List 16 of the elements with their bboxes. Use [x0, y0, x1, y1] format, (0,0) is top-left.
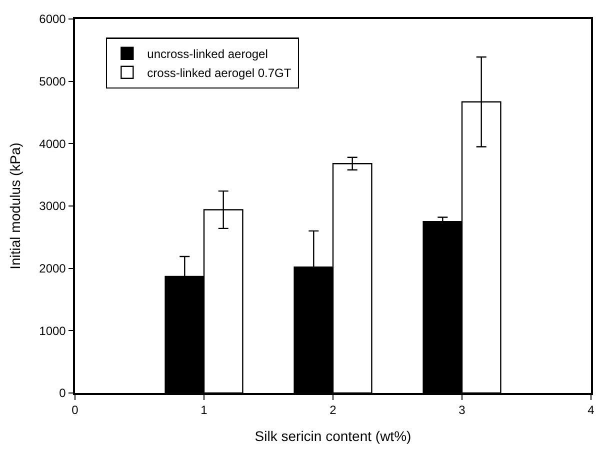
y-tick-label: 1000 — [39, 324, 66, 338]
x-axis-title: Silk sericin content (wt%) — [254, 428, 412, 444]
y-tick-label: 4000 — [39, 136, 66, 151]
x-tick-label: 3 — [458, 403, 466, 418]
legend-label: cross-linked aerogel 0.7GT — [147, 66, 292, 80]
y-tick-label: 0 — [59, 386, 66, 400]
y-tick-label: 3000 — [39, 199, 66, 214]
y-axis-title: Initial modulus (kPa) — [7, 142, 24, 270]
legend-label: uncross-linked aerogel — [147, 47, 268, 62]
x-tick-label: 4 — [588, 403, 595, 418]
y-tick-label: 6000 — [39, 12, 66, 26]
y-tick-label: 5000 — [39, 74, 66, 89]
x-tick-label: 1 — [200, 403, 208, 418]
x-tick-label: 0 — [72, 403, 79, 418]
x-tick-label: 2 — [330, 403, 337, 418]
y-tick-label: 2000 — [39, 262, 66, 276]
